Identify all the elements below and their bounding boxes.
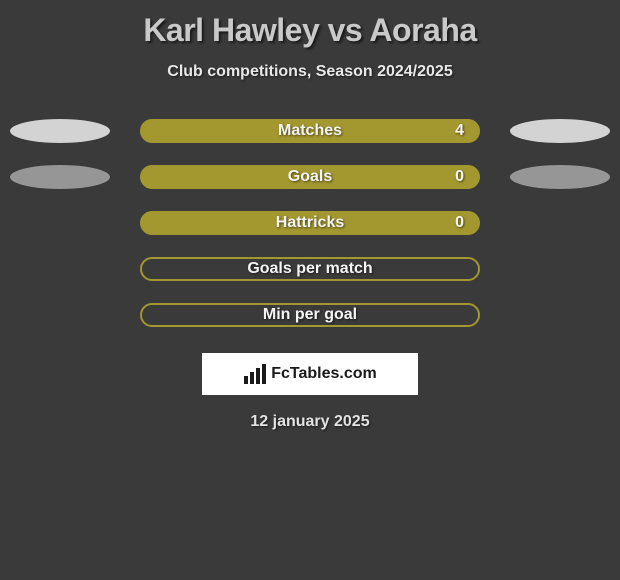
stat-row-min-per-goal: Min per goal — [0, 303, 620, 327]
right-placeholder — [510, 257, 610, 281]
right-placeholder — [510, 211, 610, 235]
page-title: Karl Hawley vs Aoraha — [143, 12, 476, 49]
stat-value: 0 — [455, 168, 464, 186]
left-placeholder — [10, 211, 110, 235]
stat-label: Goals — [288, 168, 332, 186]
stat-label: Hattricks — [276, 214, 344, 232]
logo-box: FcTables.com — [202, 353, 418, 395]
right-ellipse — [510, 119, 610, 143]
stat-row-hattricks: Hattricks 0 — [0, 211, 620, 235]
stat-value: 4 — [455, 122, 464, 140]
stat-bar: Goals 0 — [140, 165, 480, 189]
right-placeholder — [510, 303, 610, 327]
chart-container: Karl Hawley vs Aoraha Club competitions,… — [0, 0, 620, 580]
left-ellipse — [10, 165, 110, 189]
left-placeholder — [10, 257, 110, 281]
stat-bar: Hattricks 0 — [140, 211, 480, 235]
stat-row-matches: Matches 4 — [0, 119, 620, 143]
stat-row-goals: Goals 0 — [0, 165, 620, 189]
stat-bar: Min per goal — [140, 303, 480, 327]
page-subtitle: Club competitions, Season 2024/2025 — [167, 63, 452, 81]
right-ellipse — [510, 165, 610, 189]
logo-text: FcTables.com — [271, 365, 377, 383]
left-ellipse — [10, 119, 110, 143]
stat-label: Matches — [278, 122, 342, 140]
stat-label: Goals per match — [247, 260, 372, 278]
left-placeholder — [10, 303, 110, 327]
stat-bar: Goals per match — [140, 257, 480, 281]
stat-value: 0 — [455, 214, 464, 232]
logo-inner: FcTables.com — [243, 364, 377, 384]
stat-label: Min per goal — [263, 306, 357, 324]
stat-rows: Matches 4 Goals 0 Hattricks 0 Goals — [0, 119, 620, 327]
stat-row-goals-per-match: Goals per match — [0, 257, 620, 281]
stat-bar: Matches 4 — [140, 119, 480, 143]
bars-icon — [243, 364, 267, 384]
date-text: 12 january 2025 — [250, 413, 369, 431]
